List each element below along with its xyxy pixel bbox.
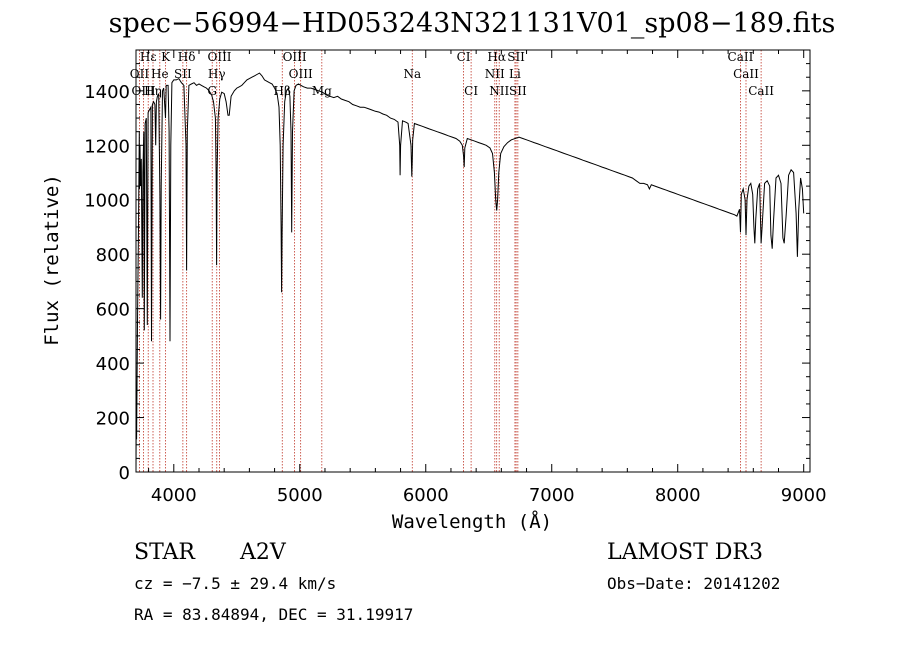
- x-axis-ticks: 4000 5000 6000 7000 8000 9000: [148, 50, 827, 506]
- y-axis-ticks: 0 200 400 600 800 1000 1200 1400: [84, 63, 810, 484]
- line-label: Hγ: [208, 67, 226, 81]
- x-tick-label: 5000: [277, 485, 323, 506]
- line-label: NII: [489, 84, 509, 98]
- line-label: Mg: [312, 84, 332, 98]
- y-tick-label: 800: [96, 245, 130, 266]
- line-label: OIII: [283, 50, 307, 64]
- line-label: OIII: [207, 50, 231, 64]
- line-label: SII: [509, 84, 527, 98]
- line-label: Hη: [144, 84, 162, 98]
- x-axis-label: Wavelength (Å): [392, 510, 552, 533]
- line-label: Li: [509, 67, 521, 81]
- line-label: Hα: [487, 50, 506, 64]
- x-tick-label: 8000: [655, 485, 701, 506]
- line-label: CI: [464, 84, 478, 98]
- line-label: OIII: [289, 67, 313, 81]
- line-label: Hβ: [274, 84, 291, 98]
- x-tick-label: 6000: [403, 485, 449, 506]
- line-label: OII: [130, 67, 150, 81]
- line-label: He: [151, 67, 169, 81]
- chart-title: spec−56994−HD053243N321131V01_sp08−189.f…: [109, 8, 836, 39]
- line-label: K: [161, 50, 171, 64]
- line-label: SII: [174, 67, 192, 81]
- spectral-subclass: A2V: [239, 540, 287, 565]
- object-class: STAR: [134, 540, 196, 565]
- line-label: Na: [403, 67, 421, 81]
- y-tick-label: 1400: [84, 82, 130, 103]
- y-tick-label: 600: [96, 300, 130, 321]
- line-label: CaII: [728, 50, 754, 64]
- redshift-cz: cz = −7.5 ± 29.4 km/s: [134, 574, 336, 593]
- line-label: CaII: [748, 84, 774, 98]
- line-label: SII: [507, 50, 525, 64]
- x-tick-label: 4000: [151, 485, 197, 506]
- line-label: Hδ: [178, 50, 196, 64]
- x-tick-label: 9000: [781, 485, 827, 506]
- ra-dec: RA = 83.84894, DEC = 31.19917: [134, 605, 413, 624]
- y-tick-label: 1200: [84, 136, 130, 157]
- y-tick-label: 400: [96, 354, 130, 375]
- obs-date: Obs−Date: 20141202: [607, 574, 780, 593]
- line-label: CaII: [733, 67, 759, 81]
- emission-line-markers: [139, 50, 762, 472]
- spectrum-line: [135, 72, 805, 473]
- y-tick-label: 0: [119, 463, 130, 484]
- y-tick-label: 1000: [84, 191, 130, 212]
- line-label: NII: [485, 67, 505, 81]
- line-label: G: [207, 84, 217, 98]
- y-axis-label: Flux (relative): [41, 174, 63, 346]
- line-label: CI: [457, 50, 471, 64]
- line-label: Hε: [140, 50, 157, 64]
- plot-frame: [135, 49, 811, 473]
- x-tick-label: 7000: [529, 485, 575, 506]
- survey-name: LAMOST DR3: [607, 540, 763, 565]
- y-tick-label: 200: [96, 409, 130, 430]
